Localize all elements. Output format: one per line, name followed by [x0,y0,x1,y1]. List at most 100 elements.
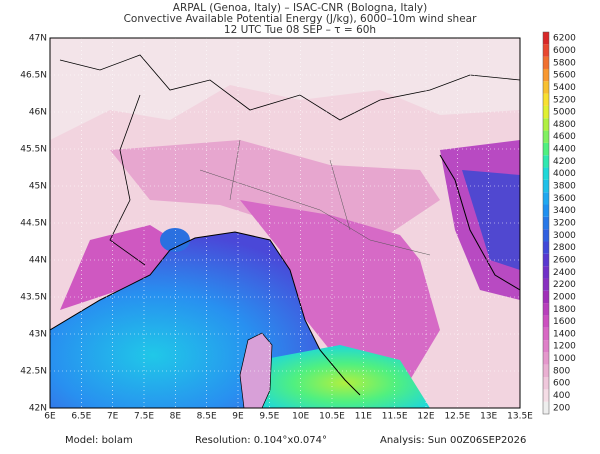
colorbar-label: 1600 [553,317,576,327]
colorbar-label: 4200 [553,157,576,167]
colorbar-label: 5800 [553,58,576,68]
lat-label: 47N [29,34,47,44]
colorbar-label: 3800 [553,182,576,192]
colorbar-swatch [543,241,549,254]
colorbar-label: 4600 [553,132,576,142]
region-border [199,139,431,256]
colorbar-label: 1000 [553,354,576,364]
colorbar-swatch [543,253,549,267]
lon-label: 11E [355,412,372,422]
colorbar-swatch [543,340,549,353]
colorbar-swatch [543,290,549,304]
colorbar-swatch [543,303,549,316]
colorbar-swatch [543,93,549,106]
colorbar-swatch [543,142,549,156]
colorbar-label: 400 [553,391,570,401]
lon-label: 7E [107,412,119,422]
lat-label: 44.5N [20,219,47,229]
lat-label: 43.5N [20,293,47,303]
colorbar-label: 5400 [553,83,576,93]
colorbar-frame [542,31,550,415]
colorbar-label: 1200 [553,342,576,352]
colorbar-swatch [543,32,549,45]
colorbar-swatch [543,155,549,168]
colorbar-label: 2400 [553,268,576,278]
colorbar-swatch [543,130,549,143]
map-frame [49,37,521,409]
colorbar-label: 4400 [553,145,576,155]
lon-label: 12.5E [444,412,470,422]
title-line: Convective Available Potential Energy (J… [124,13,478,25]
lat-label: 45.5N [20,145,47,155]
lat-label: 43N [29,330,47,340]
footer-resolution: Resolution: 0.104°x0.074° [195,435,327,446]
colorbar-swatch [543,56,549,69]
colorbar: 200 400 600 800 1000 1200 1400 1600 1800 2000 2200… [542,31,576,415]
colorbar-swatch [543,401,549,414]
colorbar-swatch [543,229,549,242]
colorbar-label: 2800 [553,243,576,253]
colorbar-swatch [543,315,549,328]
colorbar-swatch [543,377,549,390]
colorbar-swatch [543,179,549,193]
colorbar-swatch [543,216,549,230]
colorbar-swatch [543,352,549,365]
colorbar-label: 5000 [553,108,576,118]
title-line: 12 UTC Tue 08 SEP – τ = 60h [224,24,376,36]
lon-label: 8E [170,412,182,422]
lat-label: 46N [29,108,47,118]
border [59,54,520,121]
lon-label: 6E [44,412,56,422]
colorbar-label: 6200 [553,34,576,44]
lon-label: 9.5E [259,412,279,422]
lat-label: 45N [29,182,47,192]
lon-label: 13.5E [507,412,533,422]
pink-zone [110,140,440,240]
colorbar-label: 4000 [553,169,576,179]
colorbar-swatch [543,389,549,402]
colorbar-label: 2600 [553,255,576,265]
colorbar-label: 1400 [553,329,576,339]
colorbar-swatch [543,266,549,279]
colorbar-swatch [543,204,549,217]
colorbar-swatch [543,192,549,205]
lon-label: 8.5E [197,412,217,422]
colorbar-label: 5600 [553,71,576,81]
lon-label: 11.5E [382,412,408,422]
corsica [239,332,273,408]
lat-label: 46.5N [20,71,47,81]
colorbar-swatch [543,68,549,82]
lon-label: 10E [292,412,309,422]
colorbar-swatch [543,364,549,378]
colorbar-label: 4800 [553,120,576,130]
title-line: ARPAL (Genoa, Italy) – ISAC-CNR (Bologna… [173,2,427,14]
colorbar-label: 6000 [553,46,576,56]
lon-label: 10.5E [319,412,345,422]
lon-label: 7.5E [134,412,154,422]
lat-label: 44N [29,256,47,266]
colorbar-swatch [543,118,549,131]
colorbar-swatch [543,278,549,291]
colorbar-label: 200 [553,403,570,413]
alps-area [50,38,520,140]
colorbar-label: 5200 [553,95,576,105]
colorbar-swatch [543,167,549,180]
adriatic-core [462,170,520,270]
magenta-zone [60,225,190,310]
lon-label: 13E [480,412,497,422]
colorbar-label: 2000 [553,292,576,302]
map-field [50,38,520,408]
colorbar-label: 3200 [553,219,576,229]
lat-label: 42.5N [20,367,47,377]
border [109,94,146,266]
colorbar-label: 3600 [553,194,576,204]
footer-analysis: Analysis: Sun 00Z06SEP2026 [380,435,526,446]
colorbar-label: 800 [553,366,570,376]
lat-label: 42N [29,404,47,414]
lon-label: 12E [417,412,434,422]
colorbar-label: 600 [553,379,570,389]
colorbar-label: 3400 [553,206,576,216]
green-cell [260,345,430,408]
